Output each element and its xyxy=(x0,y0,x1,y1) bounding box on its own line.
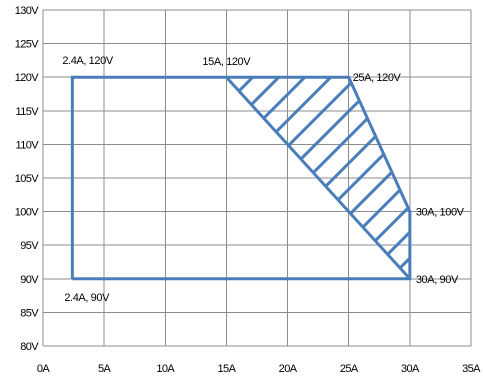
y-tick-label: 130V xyxy=(15,5,40,17)
hatch-stroke xyxy=(226,77,410,279)
hatch-stroke xyxy=(396,77,410,279)
hatch-stroke xyxy=(240,77,410,279)
y-tick-label: 110V xyxy=(16,139,40,151)
x-tick-label: 25A xyxy=(340,363,359,375)
y-tick-label: 95V xyxy=(20,240,39,252)
annotations: 2.4A, 120V 15A, 120V 25A, 120V 30A, 100V 30A… xyxy=(62,55,465,304)
y-tick-label: 80V xyxy=(20,341,39,353)
y-axis-tick-labels: 80V 85V 90V 95V 100V 105V 110V 115V 120V 125V 130V xyxy=(15,5,40,353)
hatch-stroke xyxy=(370,77,410,279)
x-tick-label: 30A xyxy=(401,363,420,375)
hatch-stroke xyxy=(450,0,483,385)
x-axis-tick-labels: 0A 5A 10A 15A 20A 25A 30A 35A xyxy=(37,363,482,375)
annotation-label: 15A, 120V xyxy=(202,56,251,68)
y-tick-label: 100V xyxy=(15,207,40,219)
hatch-stroke xyxy=(226,77,410,279)
hatch-stroke xyxy=(476,0,483,385)
series-line-1 xyxy=(225,76,411,280)
hatch-stroke xyxy=(226,77,358,279)
y-tick-label: 120V xyxy=(15,72,40,84)
x-tick-label: 20A xyxy=(279,363,298,375)
annotation-label: 2.4A, 120V xyxy=(62,55,113,67)
hatch-stroke xyxy=(226,77,410,279)
hatch-stroke xyxy=(424,0,483,385)
annotation-label: 2.4A, 90V xyxy=(64,292,110,304)
annotation-label: 25A, 120V xyxy=(353,72,402,84)
annotation-label: 30A, 100V xyxy=(416,207,465,219)
hatch-stroke xyxy=(226,77,410,279)
x-tick-label: 15A xyxy=(218,363,237,375)
x-tick-label: 10A xyxy=(156,363,175,375)
x-tick-label: 5A xyxy=(98,363,112,375)
x-tick-label: 0A xyxy=(37,363,51,375)
hatch-stroke xyxy=(292,77,410,279)
x-tick-label: 35A xyxy=(462,363,481,375)
annotation-label: 30A, 90V xyxy=(416,274,459,286)
hatch-stroke xyxy=(266,77,410,279)
hatch-stroke xyxy=(226,77,410,279)
hatch-stroke xyxy=(226,77,410,279)
hatch-stroke xyxy=(226,77,306,279)
y-tick-label: 85V xyxy=(20,307,39,319)
y-tick-label: 125V xyxy=(15,39,40,51)
y-tick-label: 90V xyxy=(20,274,39,286)
series-lines xyxy=(70,75,412,281)
hatch-stroke xyxy=(344,77,410,279)
y-tick-label: 115V xyxy=(16,106,40,118)
y-tick-label: 105V xyxy=(15,173,40,185)
series-line-0 xyxy=(70,75,412,281)
hatch-stroke xyxy=(226,77,228,279)
hatch-stroke xyxy=(226,77,384,279)
